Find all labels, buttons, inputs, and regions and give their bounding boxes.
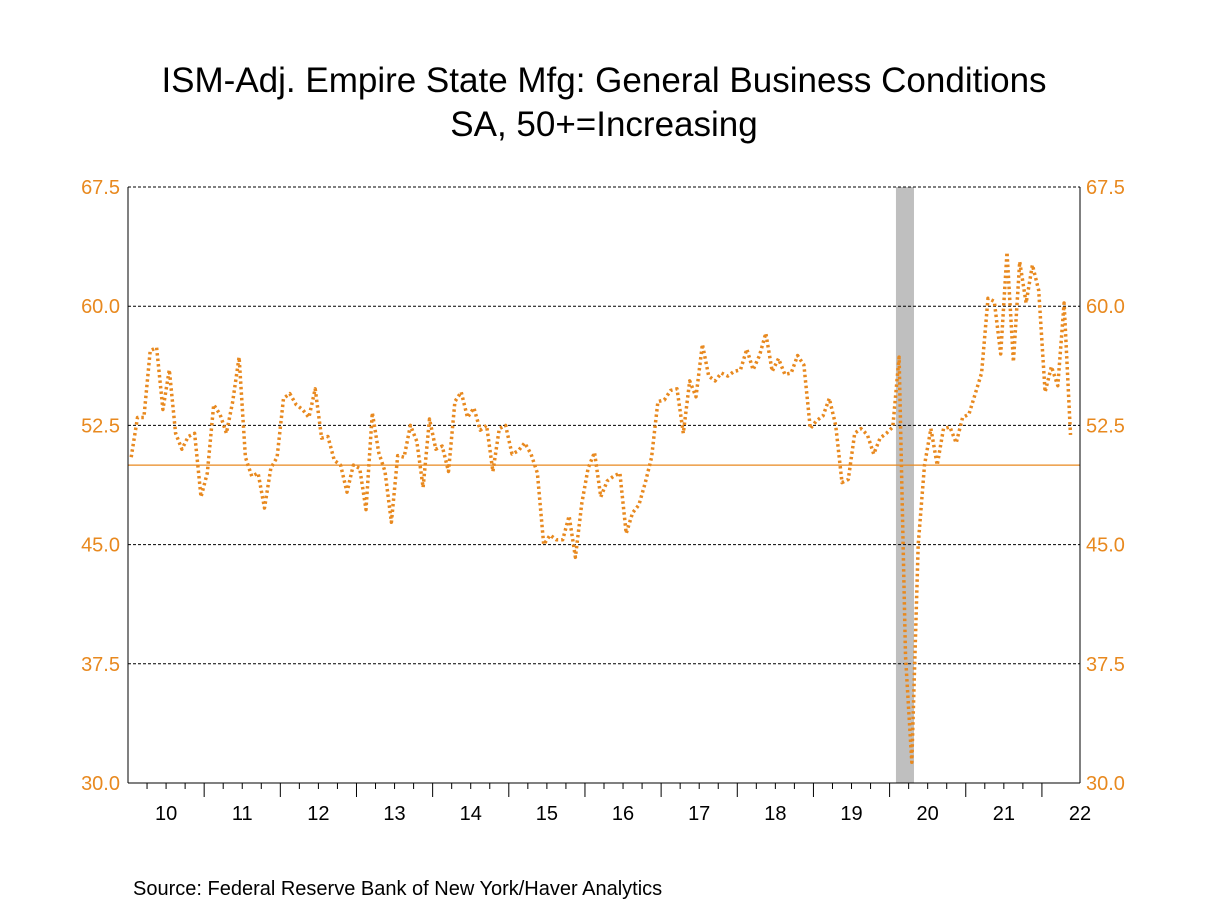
y-tick-label-left: 45.0 — [81, 535, 120, 557]
y-tick-label-left: 37.5 — [81, 654, 120, 676]
y-tick-label-right: 52.5 — [1086, 415, 1125, 437]
chart-subtitle: SA, 50+=Increasing — [450, 105, 757, 144]
y-tick-label-right: 67.5 — [1086, 177, 1125, 199]
y-tick-label-left: 30.0 — [81, 773, 120, 795]
source-note: Source: Federal Reserve Bank of New York… — [133, 878, 662, 900]
x-tick-label: 18 — [764, 803, 786, 825]
series-group — [129, 250, 1073, 765]
y-tick-label-left: 60.0 — [81, 296, 120, 318]
y-tick-label-left: 67.5 — [81, 177, 120, 199]
series-line-empire-state — [129, 250, 1073, 765]
x-tick-label: 17 — [688, 803, 710, 825]
y-tick-label-right: 45.0 — [1086, 535, 1125, 557]
x-tick-label: 21 — [993, 803, 1015, 825]
chart-title: ISM-Adj. Empire State Mfg: General Busin… — [161, 61, 1046, 100]
x-tick-label: 15 — [536, 803, 558, 825]
x-tick-label: 11 — [232, 803, 253, 825]
y-tick-label-right: 60.0 — [1086, 296, 1125, 318]
x-tick-label: 19 — [840, 803, 862, 825]
y-axis-ticks: 67.5 67.5 60.0 60.0 52.5 52.5 45.0 45.0 37.5 37.5… — [81, 177, 1125, 795]
gridlines — [128, 186, 1080, 665]
x-tick-label: 16 — [612, 803, 634, 825]
x-tick-label: 20 — [917, 803, 939, 825]
x-tick-label: 12 — [307, 803, 329, 825]
x-tick-label: 22 — [1069, 803, 1091, 825]
y-tick-label-right: 37.5 — [1086, 654, 1125, 676]
y-tick-label-left: 52.5 — [81, 415, 120, 437]
x-axis: 10 11 12 13 14 15 16 17 18 19 20 21 22 — [127, 187, 1091, 825]
recession-shading-group — [895, 187, 914, 783]
x-tick-label: 14 — [460, 803, 482, 825]
x-tick-label: 10 — [155, 803, 177, 825]
recession-bar — [895, 187, 914, 783]
y-tick-label-right: 30.0 — [1086, 773, 1125, 795]
x-tick-label: 13 — [383, 803, 405, 825]
